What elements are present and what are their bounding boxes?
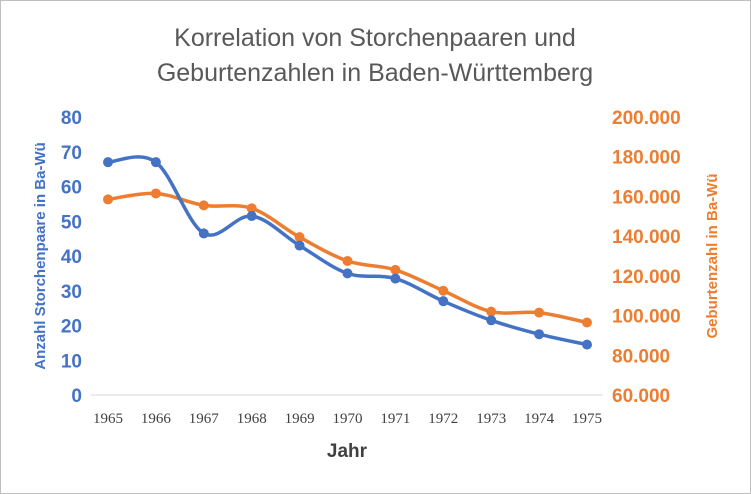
y-right-tick-label: 60.000 bbox=[612, 386, 670, 407]
y-left-tick-label: 10 bbox=[61, 351, 82, 372]
storks-point bbox=[582, 339, 592, 350]
y-axis-left-title: Anzahl Storchenpaare in Ba-Wü bbox=[32, 142, 49, 370]
births-point bbox=[486, 306, 497, 317]
x-tick-label: 1966 bbox=[141, 411, 172, 427]
x-tick-label: 1975 bbox=[572, 411, 602, 427]
y-left-tick-label: 0 bbox=[71, 386, 82, 407]
y-right-tick-label: 160.000 bbox=[612, 187, 681, 208]
storks-series-line bbox=[106, 155, 589, 347]
births-point bbox=[390, 264, 401, 275]
y-right-tick-label: 120.000 bbox=[612, 267, 681, 288]
y-right-tick-label: 200.000 bbox=[612, 108, 681, 129]
births-point bbox=[103, 194, 113, 205]
x-tick-label: 1974 bbox=[524, 411, 555, 427]
storks-point bbox=[294, 240, 305, 251]
births-point bbox=[198, 200, 209, 211]
x-axis-title: Jahr bbox=[327, 441, 368, 462]
x-tick-label: 1967 bbox=[189, 411, 220, 427]
y-left-tick-label: 30 bbox=[61, 282, 82, 303]
storks-point bbox=[486, 315, 497, 326]
chart-title-line-2: Geburtenzahlen in Baden-Württemberg bbox=[157, 59, 593, 87]
chart-title-line-1: Korrelation von Storchenpaaren und bbox=[174, 24, 576, 52]
births-point bbox=[342, 255, 353, 266]
storks-point bbox=[534, 329, 545, 340]
births-point bbox=[294, 232, 305, 243]
births-point bbox=[150, 188, 161, 199]
x-tick-label: 1973 bbox=[476, 411, 506, 427]
storks-point bbox=[246, 211, 257, 222]
births-point bbox=[438, 285, 449, 296]
storks-point bbox=[438, 296, 449, 307]
storks-point bbox=[198, 228, 209, 239]
x-tick-label: 1972 bbox=[428, 411, 458, 427]
births-point bbox=[534, 307, 545, 318]
y-left-tick-label: 80 bbox=[61, 108, 82, 129]
births-point bbox=[246, 203, 257, 214]
x-tick-label: 1968 bbox=[237, 411, 267, 427]
y-left-tick-label: 20 bbox=[61, 317, 82, 338]
y-left-tick-label: 60 bbox=[61, 178, 82, 199]
y-right-tick-label: 80.000 bbox=[612, 346, 670, 367]
y-left-tick-label: 40 bbox=[61, 247, 82, 268]
storks-point bbox=[103, 157, 113, 168]
y-right-tick-label: 100.000 bbox=[612, 307, 681, 328]
y-left-tick-label: 70 bbox=[61, 143, 82, 164]
x-tick-label: 1969 bbox=[285, 411, 315, 427]
storks-point bbox=[342, 268, 353, 279]
storks-point bbox=[390, 273, 401, 284]
x-tick-label: 1970 bbox=[333, 411, 363, 427]
y-left-tick-label: 50 bbox=[61, 212, 82, 233]
x-tick-label: 1971 bbox=[380, 411, 410, 427]
births-point bbox=[582, 317, 592, 328]
y-right-tick-label: 180.000 bbox=[612, 148, 681, 169]
x-tick-label: 1965 bbox=[93, 411, 123, 427]
y-right-tick-label: 140.000 bbox=[612, 227, 681, 248]
y-axis-right-title: Geburtenzahl in Ba-Wü bbox=[704, 174, 721, 339]
storks-point bbox=[150, 157, 161, 168]
